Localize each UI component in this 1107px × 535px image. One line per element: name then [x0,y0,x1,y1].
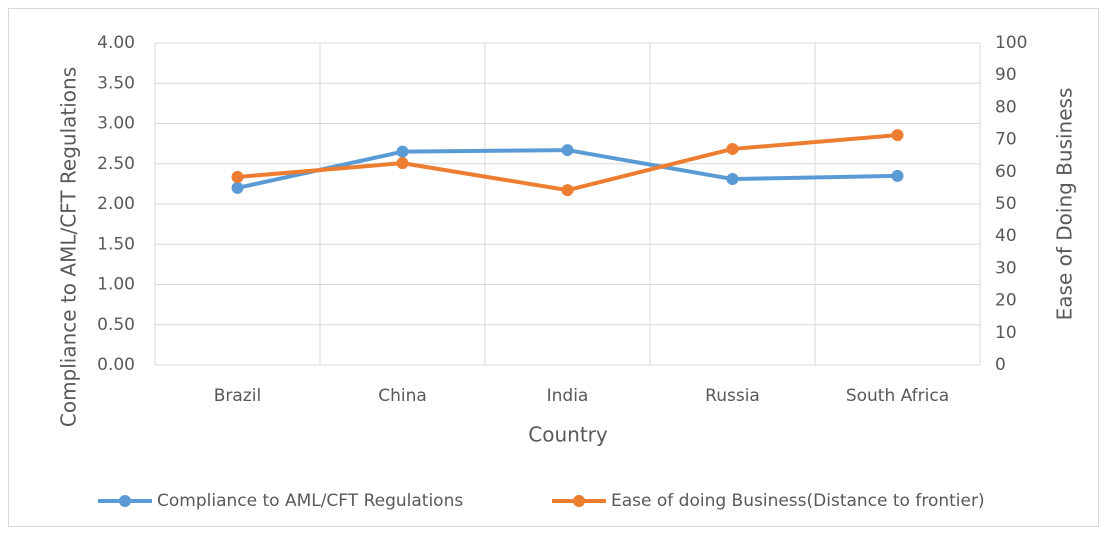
legend-marker [573,495,585,507]
series-marker [396,157,409,170]
y-tick-label: 1.50 [97,234,135,254]
legend-label: Compliance to AML/CFT Regulations [157,491,463,511]
x-axis-title: Country [528,423,608,447]
y2-tick-label: 90 [995,65,1017,85]
y-tick-label: 1.00 [97,275,135,295]
y2-tick-label: 30 [995,258,1017,278]
y-tick-label: 3.50 [97,73,135,93]
legend-marker [119,495,131,507]
y2-tick-label: 80 [995,97,1017,117]
y2-tick-label: 70 [995,130,1017,150]
y2-tick-label: 60 [995,162,1017,182]
series-marker [561,144,574,157]
y2-tick-label: 20 [995,291,1017,311]
x-tick-label: Russia [705,386,760,406]
y-axis-title: Compliance to AML/CFT Regulations [57,67,81,427]
legend-label: Ease of doing Business(Distance to front… [611,491,985,511]
series-marker [891,129,904,142]
series-marker [561,184,574,197]
y-tick-label: 4.00 [97,33,135,53]
series-marker [891,169,904,182]
x-tick-label: Brazil [214,386,261,406]
y-tick-label: 2.50 [97,154,135,174]
y2-tick-label: 100 [995,33,1027,53]
y2-tick-label: 50 [995,194,1017,214]
y-tick-label: 2.00 [97,194,135,214]
series-marker [231,181,244,194]
series-marker [726,173,739,186]
y-tick-label: 0.00 [97,355,135,375]
series-marker [726,142,739,155]
y-tick-label: 3.00 [97,114,135,134]
chart-frame [8,8,1099,527]
x-tick-label: South Africa [846,386,949,406]
x-tick-label: India [547,386,589,406]
y-tick-label: 0.50 [97,315,135,335]
y2-tick-label: 40 [995,226,1017,246]
series-marker [231,170,244,183]
y2-tick-label: 10 [995,323,1017,343]
series-marker [396,145,409,158]
x-tick-label: China [378,386,427,406]
y2-axis-title: Ease of Doing Business [1053,88,1077,321]
y2-tick-label: 0 [995,355,1006,375]
